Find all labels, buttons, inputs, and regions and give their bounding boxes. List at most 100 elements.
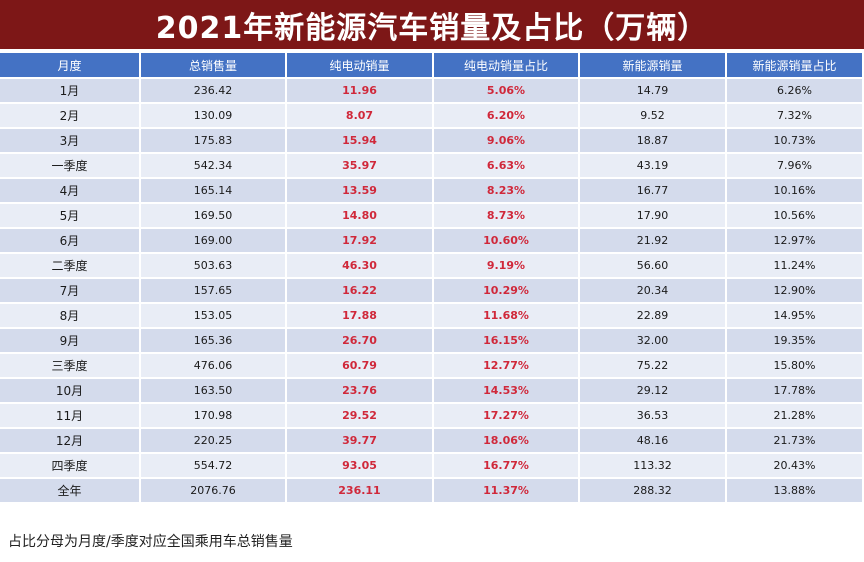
table-cell: 21.73% — [727, 429, 864, 454]
table-cell: 18.87 — [580, 129, 727, 154]
table-cell: 20.43% — [727, 454, 864, 479]
table-cell: 12.97% — [727, 229, 864, 254]
table-cell: 542.34 — [141, 154, 287, 179]
table-cell: 165.14 — [141, 179, 287, 204]
table-cell: 17.78% — [727, 379, 864, 404]
table-cell: 11.96 — [287, 79, 434, 104]
table-cell: 14.95% — [727, 304, 864, 329]
row-label-cell: 全年 — [0, 479, 141, 504]
table-row: 3月 175.83 15.94 9.06% 18.87 10.73% — [0, 129, 864, 154]
table-cell: 12.77% — [434, 354, 580, 379]
table-cell: 16.77% — [434, 454, 580, 479]
table-cell: 554.72 — [141, 454, 287, 479]
table-cell: 10.29% — [434, 279, 580, 304]
table-cell: 48.16 — [580, 429, 727, 454]
column-header: 新能源销量 — [580, 53, 727, 79]
row-label-cell: 8月 — [0, 304, 141, 329]
table-cell: 8.07 — [287, 104, 434, 129]
table-cell: 153.05 — [141, 304, 287, 329]
table-cell: 7.32% — [727, 104, 864, 129]
table-cell: 165.36 — [141, 329, 287, 354]
table-cell: 2076.76 — [141, 479, 287, 504]
table-cell: 476.06 — [141, 354, 287, 379]
sales-table: 月度 总销售量 纯电动销量 纯电动销量占比 新能源销量 新能源销量占比 1月 23… — [0, 53, 864, 504]
table-cell: 20.34 — [580, 279, 727, 304]
title-bar: 2021年新能源汽车销量及占比（万辆） — [0, 0, 864, 49]
table-cell: 236.11 — [287, 479, 434, 504]
table-cell: 169.00 — [141, 229, 287, 254]
table-cell: 39.77 — [287, 429, 434, 454]
table-cell: 16.77 — [580, 179, 727, 204]
table-cell: 23.76 — [287, 379, 434, 404]
table-cell: 503.63 — [141, 254, 287, 279]
table-row: 8月 153.05 17.88 11.68% 22.89 14.95% — [0, 304, 864, 329]
row-label-cell: 三季度 — [0, 354, 141, 379]
row-label-cell: 11月 — [0, 404, 141, 429]
table-cell: 11.24% — [727, 254, 864, 279]
column-header: 纯电动销量 — [287, 53, 434, 79]
table-cell: 17.92 — [287, 229, 434, 254]
table-cell: 10.56% — [727, 204, 864, 229]
table-row: 三季度 476.06 60.79 12.77% 75.22 15.80% — [0, 354, 864, 379]
table-cell: 29.52 — [287, 404, 434, 429]
header-row: 月度 总销售量 纯电动销量 纯电动销量占比 新能源销量 新能源销量占比 — [0, 53, 864, 79]
table-cell: 11.68% — [434, 304, 580, 329]
table-cell: 26.70 — [287, 329, 434, 354]
table-row: 二季度 503.63 46.30 9.19% 56.60 11.24% — [0, 254, 864, 279]
column-header: 总销售量 — [141, 53, 287, 79]
row-label-cell: 10月 — [0, 379, 141, 404]
table-cell: 43.19 — [580, 154, 727, 179]
table-cell: 9.19% — [434, 254, 580, 279]
row-label-cell: 9月 — [0, 329, 141, 354]
table-cell: 56.60 — [580, 254, 727, 279]
table-cell: 8.23% — [434, 179, 580, 204]
row-label-cell: 一季度 — [0, 154, 141, 179]
chart-title: 2021年新能源汽车销量及占比（万辆） — [155, 10, 709, 46]
table-row: 四季度 554.72 93.05 16.77% 113.32 20.43% — [0, 454, 864, 479]
table-cell: 93.05 — [287, 454, 434, 479]
table-cell: 175.83 — [141, 129, 287, 154]
table-cell: 19.35% — [727, 329, 864, 354]
table-cell: 130.09 — [141, 104, 287, 129]
table-row: 全年 2076.76 236.11 11.37% 288.32 13.88% — [0, 479, 864, 504]
row-label-cell: 2月 — [0, 104, 141, 129]
table-row: 4月 165.14 13.59 8.23% 16.77 10.16% — [0, 179, 864, 204]
table-cell: 7.96% — [727, 154, 864, 179]
row-label-cell: 7月 — [0, 279, 141, 304]
table-cell: 13.59 — [287, 179, 434, 204]
table-cell: 17.27% — [434, 404, 580, 429]
table-row: 5月 169.50 14.80 8.73% 17.90 10.56% — [0, 204, 864, 229]
table-cell: 11.37% — [434, 479, 580, 504]
table-row: 9月 165.36 26.70 16.15% 32.00 19.35% — [0, 329, 864, 354]
table-cell: 14.53% — [434, 379, 580, 404]
table-cell: 35.97 — [287, 154, 434, 179]
table-body: 1月 236.42 11.96 5.06% 14.79 6.26% 2月 130.09 8.07… — [0, 79, 864, 504]
table-row: 2月 130.09 8.07 6.20% 9.52 7.32% — [0, 104, 864, 129]
table-cell: 14.79 — [580, 79, 727, 104]
table-cell: 75.22 — [580, 354, 727, 379]
table-cell: 22.89 — [580, 304, 727, 329]
column-header: 新能源销量占比 — [727, 53, 864, 79]
table-row: 7月 157.65 16.22 10.29% 20.34 12.90% — [0, 279, 864, 304]
table-cell: 9.52 — [580, 104, 727, 129]
table-cell: 10.60% — [434, 229, 580, 254]
row-label-cell: 二季度 — [0, 254, 141, 279]
row-label-cell: 1月 — [0, 79, 141, 104]
table-cell: 10.73% — [727, 129, 864, 154]
table-cell: 17.88 — [287, 304, 434, 329]
row-label-cell: 4月 — [0, 179, 141, 204]
column-header: 纯电动销量占比 — [434, 53, 580, 79]
table-cell: 163.50 — [141, 379, 287, 404]
table-cell: 6.26% — [727, 79, 864, 104]
table-cell: 60.79 — [287, 354, 434, 379]
table-cell: 16.15% — [434, 329, 580, 354]
table-cell: 16.22 — [287, 279, 434, 304]
table-cell: 236.42 — [141, 79, 287, 104]
table-cell: 288.32 — [580, 479, 727, 504]
row-label-cell: 5月 — [0, 204, 141, 229]
table-cell: 13.88% — [727, 479, 864, 504]
table-row: 12月 220.25 39.77 18.06% 48.16 21.73% — [0, 429, 864, 454]
table-cell: 21.92 — [580, 229, 727, 254]
table-cell: 12.90% — [727, 279, 864, 304]
table-cell: 9.06% — [434, 129, 580, 154]
